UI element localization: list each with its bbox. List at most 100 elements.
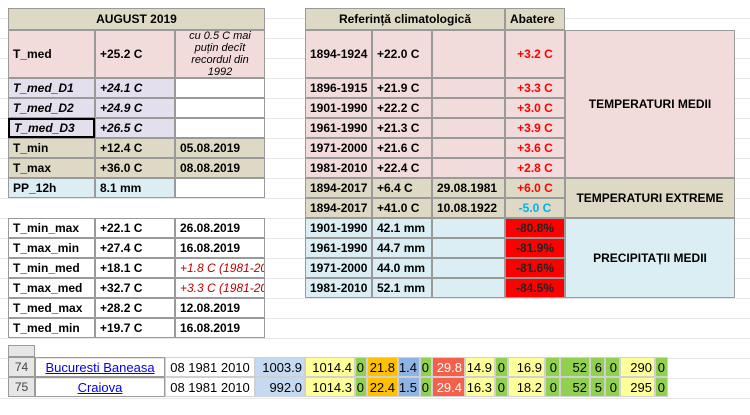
value: +24.9 C — [95, 98, 175, 118]
empty-cell — [175, 118, 265, 138]
note: cu 0.5 C mai puțin decît recordul din 19… — [175, 30, 265, 78]
row-label: T_max — [8, 158, 95, 178]
empty-cell — [432, 238, 505, 258]
sheet-cell: 295 — [620, 377, 655, 397]
header: Abatere — [505, 8, 565, 30]
row-label: T_max_min — [8, 238, 95, 258]
deviation: -80.8% — [505, 218, 565, 238]
period: 1961-1990 — [305, 238, 372, 258]
note: 05.08.2019 — [175, 138, 265, 158]
row-label: T_max_med — [8, 278, 95, 298]
sheet-cell: 0 — [420, 357, 432, 377]
deviation: +3.6 C — [505, 138, 565, 158]
period: 1981-2010 — [305, 158, 372, 178]
period: 1971-2000 — [305, 138, 372, 158]
empty-cell — [175, 98, 265, 118]
value: +25.2 C — [95, 30, 175, 78]
deviation: +3.0 C — [505, 98, 565, 118]
sheet-cell: 0 — [545, 357, 560, 377]
deviation: -81.6% — [505, 258, 565, 278]
row-label: T_med_D1 — [8, 78, 95, 98]
sheet-cell: 0 — [355, 357, 367, 377]
period: 1896-1915 — [305, 78, 372, 98]
row-label: T_min_max — [8, 218, 95, 238]
period: 1971-2000 — [305, 258, 372, 278]
sheet-cell: 14.9 — [465, 357, 495, 377]
sheet-cell: 5 — [590, 377, 605, 397]
value: +21.9 C — [372, 78, 432, 98]
deviation: +3.9 C — [505, 118, 565, 138]
value: +12.4 C — [95, 138, 175, 158]
value: +22.1 C — [95, 218, 175, 238]
deviation: -84.5% — [505, 278, 565, 298]
period: 1981-2010 — [305, 278, 372, 298]
sheet-cell: 1014.4 — [305, 357, 355, 377]
period: 1894-2017 — [305, 178, 372, 198]
period: 1901-1990 — [305, 98, 372, 118]
empty-cell — [432, 158, 505, 178]
empty-cell — [432, 278, 505, 298]
period: 1961-1990 — [305, 118, 372, 138]
value: +19.7 C — [95, 318, 175, 338]
value: +27.4 C — [95, 238, 175, 258]
note: +1.8 C (1981-2010) — [175, 258, 265, 278]
value: +32.7 C — [95, 278, 175, 298]
sheet-cell: 1003.9 — [255, 357, 305, 377]
row-label: PP_12h — [8, 178, 95, 198]
note: 16.08.2019 — [175, 238, 265, 258]
note: 08.08.2019 — [175, 158, 265, 178]
sheet-cell: 08 1981 2010 — [165, 357, 255, 377]
empty-cell — [432, 78, 505, 98]
row-header: 74 — [8, 357, 35, 377]
station-link[interactable]: Bucuresti Baneasa — [35, 357, 165, 377]
sheet-cell: 08 1981 2010 — [165, 377, 255, 397]
empty-cell — [432, 138, 505, 158]
deviation: +3.3 C — [505, 78, 565, 98]
note: +3.3 C (1981-2010) — [175, 278, 265, 298]
group-label: PRECIPITAȚII MEDII — [565, 218, 735, 298]
value: +24.1 C — [95, 78, 175, 98]
date: 10.08.1922 — [432, 198, 505, 218]
row-label: T_med_D3 — [8, 118, 95, 138]
row-label: T_med_min — [8, 318, 95, 338]
deviation: +6.0 C — [505, 178, 565, 198]
value: +28.2 C — [95, 298, 175, 318]
sheet-cell: 1.4 — [398, 357, 420, 377]
sheet-cell: 992.0 — [255, 377, 305, 397]
sheet-cell: 0 — [495, 357, 508, 377]
empty-cell — [432, 218, 505, 238]
note: 12.08.2019 — [175, 298, 265, 318]
row-label: T_med_D2 — [8, 98, 95, 118]
value: +26.5 C — [95, 118, 175, 138]
station-link[interactable]: Craiova — [35, 377, 165, 397]
value: +22.4 C — [372, 158, 432, 178]
value: 42.1 mm — [372, 218, 432, 238]
sheet-cell: 21.8 — [367, 357, 398, 377]
value: +22.2 C — [372, 98, 432, 118]
deviation: -5.0 C — [505, 198, 565, 218]
sheet-cell: 290 — [620, 357, 655, 377]
empty-cell — [175, 78, 265, 98]
sheet-cell: 29.8 — [432, 357, 465, 377]
sheet-cell: 1.5 — [398, 377, 420, 397]
value: +21.6 C — [372, 138, 432, 158]
empty-cell — [432, 98, 505, 118]
value: 44.7 mm — [372, 238, 432, 258]
sheet-cell: 0 — [605, 377, 620, 397]
value: +6.4 C — [372, 178, 432, 198]
date: 29.08.1981 — [432, 178, 505, 198]
sheet-cell: 0 — [605, 357, 620, 377]
header: AUGUST 2019 — [8, 8, 265, 30]
note: 16.08.2019 — [175, 318, 265, 338]
deviation: +3.2 C — [505, 30, 565, 78]
value: 8.1 mm — [95, 178, 175, 198]
value: 44.0 mm — [372, 258, 432, 278]
sheet-cell: 16.9 — [508, 357, 545, 377]
row-label: T_med_max — [8, 298, 95, 318]
sheet-cell: 0 — [655, 377, 668, 397]
empty-cell — [432, 118, 505, 138]
sheet-cell: 0 — [355, 377, 367, 397]
note: 26.08.2019 — [175, 218, 265, 238]
row-label: T_min_med — [8, 258, 95, 278]
